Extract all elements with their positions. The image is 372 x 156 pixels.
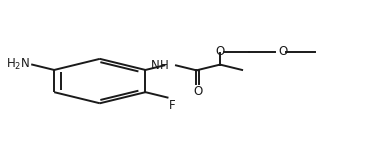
- Text: O: O: [215, 45, 225, 58]
- Text: H$_2$N: H$_2$N: [6, 57, 31, 72]
- Text: O: O: [193, 85, 202, 98]
- Text: H: H: [160, 59, 169, 72]
- Text: N: N: [151, 59, 160, 72]
- Text: O: O: [278, 45, 288, 58]
- Text: F: F: [169, 99, 176, 112]
